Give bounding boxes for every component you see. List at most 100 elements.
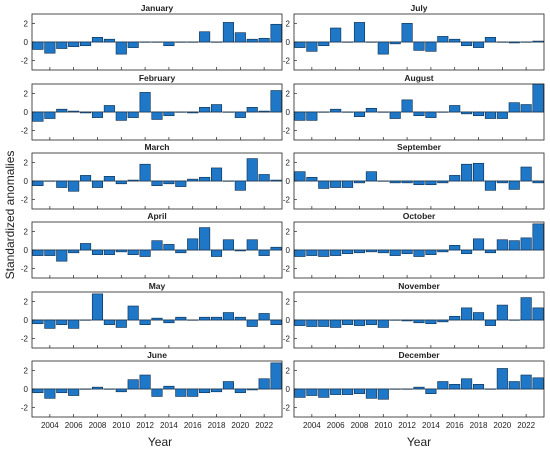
bar-2003 [32,180,44,186]
bar-2003 [32,249,44,256]
bar-2021 [508,102,520,113]
bar-2011 [389,41,401,45]
bar-2020 [496,304,508,321]
bar-2017 [461,249,473,255]
panel-october: October -2 0 2 [283,211,545,279]
bar-2009 [103,105,115,113]
bar-2012 [401,180,413,184]
bar-2023 [270,23,282,43]
y-tick-label: 2 [24,19,29,28]
bar-2009 [103,38,115,43]
bar-2020 [234,388,246,394]
bar-2010 [115,41,127,55]
bar-2009 [365,319,377,325]
bar-2006 [68,319,80,329]
bar-2016 [449,38,461,43]
bar-2004 [44,111,56,119]
bar-2010 [115,111,127,121]
bar-2005 [318,388,330,398]
bar-2010 [377,388,389,400]
bar-2021 [508,41,520,44]
x-tick-label: 2016 [446,421,464,430]
panel-december: December -2 0 2 2004 2006 2008 2010 2012 2014 2016… [283,350,545,430]
x-axis-label-left: Year [148,435,172,449]
panel-title: December [398,350,440,360]
bar-2003 [32,41,44,50]
bar-2016 [187,111,199,114]
bar-2018 [472,111,485,117]
bar-2015 [175,316,187,321]
bar-2018 [210,316,223,321]
bar-2015 [175,388,187,397]
bar-2015 [437,319,449,323]
bar-2008 [353,319,366,326]
bar-2016 [449,105,461,113]
bar-2016 [449,175,461,182]
panel-title: January [141,3,174,13]
y-tick-label: -2 [283,57,291,66]
bar-2013 [413,41,425,51]
bar-2010 [115,388,127,393]
bar-2018 [210,388,223,393]
x-tick-label: 2006 [65,421,83,430]
bar-2016 [449,245,461,251]
bar-2015 [175,249,187,254]
bar-2014 [163,41,175,47]
y-tick-label: -2 [283,404,291,413]
bar-2011 [389,180,401,184]
bar-2003 [294,41,306,48]
bar-2004 [44,388,56,399]
bar-2019 [484,249,496,254]
bar-2023 [532,223,544,251]
bar-2019 [484,319,496,326]
bar-2023 [532,83,544,113]
y-tick-label: 2 [24,366,29,375]
bar-2003 [294,171,306,182]
y-tick-label: 2 [286,297,291,306]
bar-2018 [472,312,485,321]
bar-2022 [520,104,532,113]
x-tick-label: 2020 [493,421,511,430]
bar-2020 [496,111,508,119]
bar-2017 [199,176,211,182]
bar-2005 [56,108,68,113]
bar-2016 [187,388,199,397]
bar-2022 [258,110,270,113]
bar-2003 [32,319,44,325]
bar-2013 [413,249,425,257]
bar-2009 [103,249,115,255]
bar-2007 [342,249,354,255]
bar-2016 [449,315,461,321]
bar-2014 [163,111,175,117]
bar-2004 [44,319,56,329]
bar-2017 [461,41,473,47]
panel-title: March [144,142,169,152]
bar-2021 [246,158,258,182]
panel-title: May [149,281,166,291]
bar-2006 [330,27,342,43]
y-tick-label: 0 [24,246,29,255]
bar-2009 [365,107,377,113]
y-tick-label: 0 [286,316,291,325]
panel-january: January -2 0 2 [21,3,283,71]
bar-2007 [80,175,92,182]
bar-2022 [520,374,532,390]
bar-2013 [151,180,163,186]
bar-2013 [151,388,163,397]
bar-2023 [532,40,544,43]
bar-2023 [270,319,282,325]
panel-may: May -2 0 2 [21,281,283,349]
bar-2004 [306,41,318,52]
bar-2007 [80,111,92,114]
bar-2023 [532,180,544,184]
bar-2021 [508,240,520,251]
bar-2015 [437,249,449,253]
bar-2012 [401,99,413,113]
bar-2019 [484,180,496,191]
bar-2020 [496,180,508,184]
y-tick-label: -2 [21,57,29,66]
panel-september: September -2 0 2 [283,142,545,210]
bar-2021 [246,388,258,391]
bar-2014 [425,319,437,325]
